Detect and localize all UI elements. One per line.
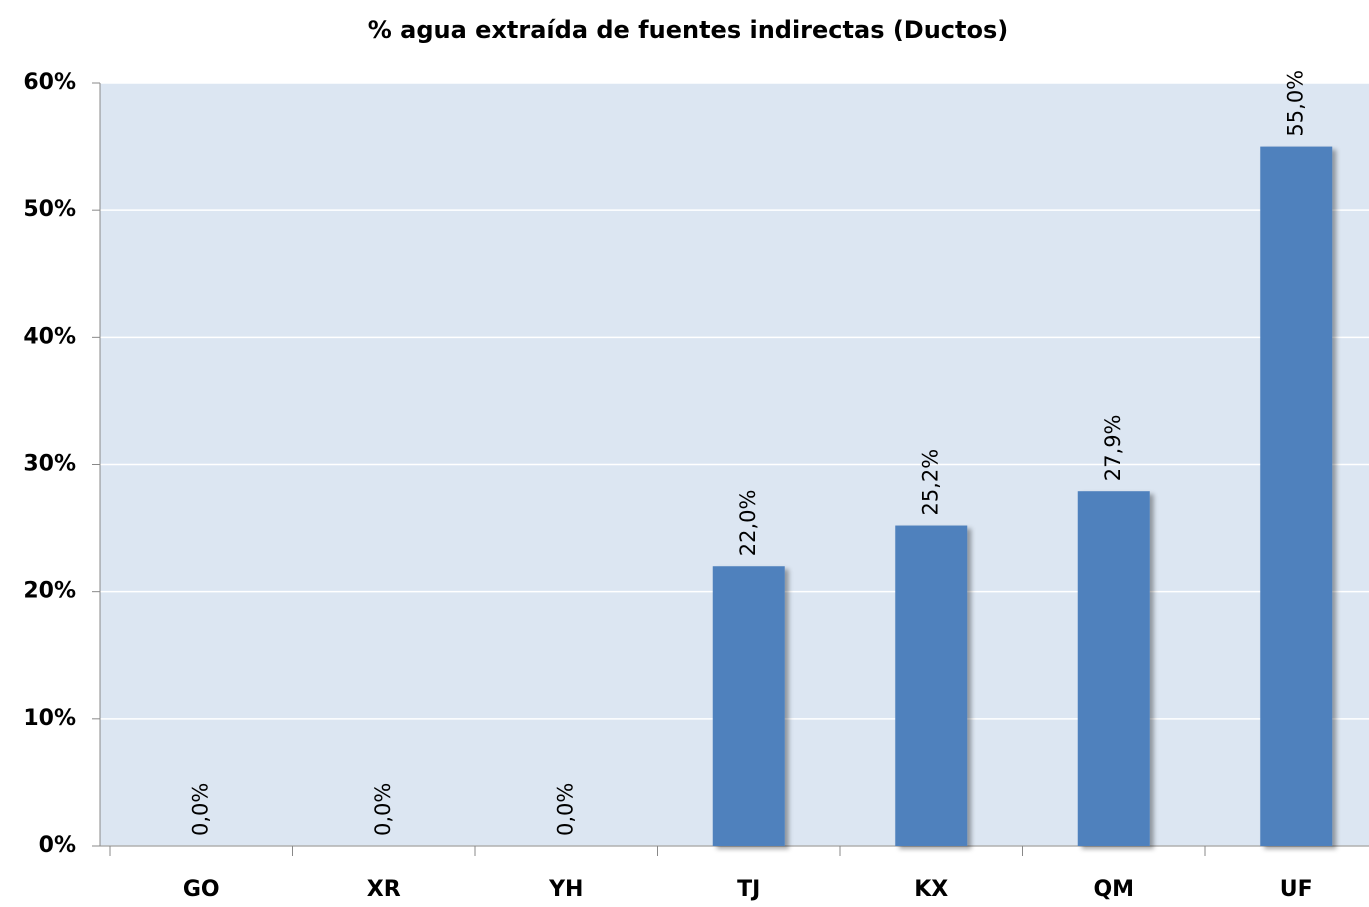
x-tick-label: KX — [914, 877, 948, 902]
bar — [895, 525, 968, 846]
x-tick-label: TJ — [737, 877, 760, 902]
x-tick-label: YH — [548, 877, 583, 902]
y-tick-label: 0% — [39, 833, 76, 858]
data-label: 27,9% — [1101, 414, 1125, 481]
y-tick-label: 50% — [23, 197, 76, 222]
data-label: 0,0% — [553, 783, 577, 836]
bar — [1077, 491, 1150, 846]
x-tick-label: QM — [1093, 877, 1134, 902]
y-tick-label: 30% — [23, 452, 76, 477]
data-label: 25,2% — [918, 449, 942, 516]
chart-title: % agua extraída de fuentes indirectas (D… — [368, 16, 1009, 44]
x-tick-label: XR — [367, 877, 401, 902]
bar — [1260, 146, 1333, 847]
y-tick-label: 20% — [23, 579, 76, 604]
y-tick-label: 60% — [23, 70, 76, 95]
data-label: 0,0% — [188, 783, 212, 836]
x-tick-label: GO — [183, 877, 220, 902]
data-label: 0,0% — [371, 783, 395, 836]
y-tick-label: 10% — [23, 706, 76, 731]
y-tick-label: 40% — [23, 324, 76, 349]
data-label: 22,0% — [736, 490, 760, 557]
x-tick-label: UF — [1280, 877, 1313, 902]
data-label: 55,0% — [1283, 70, 1307, 137]
bar — [712, 566, 785, 846]
